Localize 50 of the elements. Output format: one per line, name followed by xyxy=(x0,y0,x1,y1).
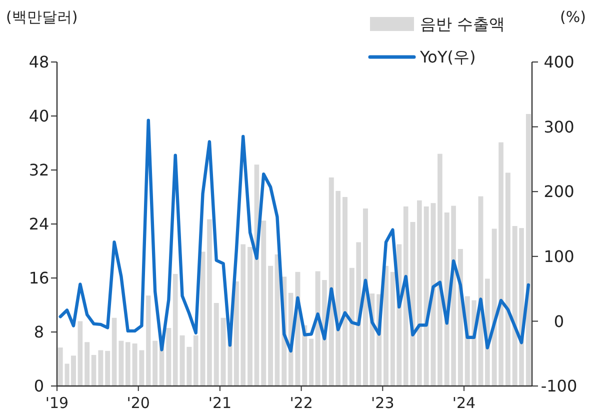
bar xyxy=(248,246,253,386)
bar xyxy=(309,338,314,386)
bar xyxy=(118,340,124,386)
bar xyxy=(98,350,104,386)
bar xyxy=(146,296,151,386)
y-tick-label: 32 xyxy=(28,160,50,180)
line-series xyxy=(58,118,530,353)
y2-axis-title: (%) xyxy=(560,8,586,26)
bar xyxy=(91,354,96,386)
x-tick-label: '23 xyxy=(371,394,394,412)
legend-label: 음반 수출액 xyxy=(420,14,506,34)
bar xyxy=(172,274,178,386)
y-tick-label: 8 xyxy=(34,322,44,342)
bar xyxy=(417,200,422,386)
x-tick-label: '19 xyxy=(45,394,69,412)
y2-tick-label: 100 xyxy=(544,247,574,266)
y2-tick-label: 300 xyxy=(544,117,574,136)
bar xyxy=(125,342,130,386)
bar xyxy=(438,154,442,386)
y-axis-title: (백만달러) xyxy=(6,8,78,26)
bar xyxy=(342,197,348,386)
bar xyxy=(58,348,63,386)
y-tick-label: 24 xyxy=(28,214,50,234)
y2-tick-label: 200 xyxy=(544,182,574,202)
bar xyxy=(384,266,388,386)
bar xyxy=(505,172,510,386)
y-tick-label: 16 xyxy=(28,268,50,288)
bar xyxy=(424,206,429,386)
bar xyxy=(193,335,198,386)
bar xyxy=(166,328,172,386)
y-tick-label: 48 xyxy=(28,52,50,72)
bar xyxy=(78,321,83,386)
bar xyxy=(526,114,531,386)
x-tick-label: '20 xyxy=(126,394,150,412)
x-tick-label: '24 xyxy=(452,394,476,412)
bar xyxy=(112,318,117,386)
bar xyxy=(84,342,90,386)
y-tick-label: 40 xyxy=(28,106,50,126)
y2-tick-label: 0 xyxy=(554,312,564,331)
bar xyxy=(214,302,219,386)
x-tick-label: '21 xyxy=(208,394,232,412)
y2-tick-label: 400 xyxy=(544,52,574,72)
bar xyxy=(261,220,266,386)
y2-tick-label: -100 xyxy=(540,376,578,396)
x-tick-label: '22 xyxy=(290,394,313,412)
bar xyxy=(152,340,158,386)
bar xyxy=(268,266,274,386)
y-tick-label: 0 xyxy=(34,376,44,396)
legend-label: YoY(우) xyxy=(419,48,476,67)
bar xyxy=(105,350,110,386)
